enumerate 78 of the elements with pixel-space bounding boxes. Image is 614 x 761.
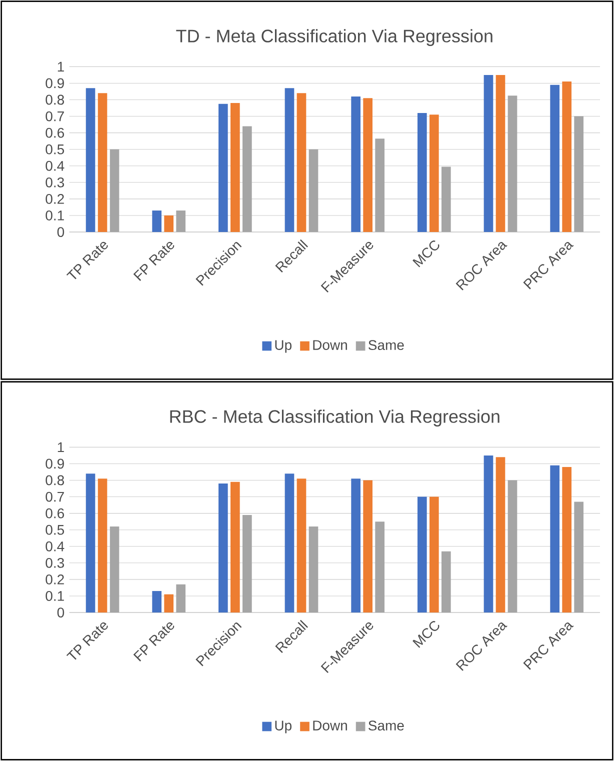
bar	[284, 474, 294, 613]
legend-label: Same	[368, 720, 404, 731]
chart-title: RBC - Meta Classification Via Regression	[170, 410, 500, 426]
bar	[242, 514, 252, 613]
bar	[98, 93, 108, 232]
y-tick-label: 0.5	[46, 144, 64, 154]
y-tick-label: 0.9	[46, 458, 64, 469]
y-tick-label: 0.6	[46, 508, 64, 518]
bar	[417, 496, 427, 613]
bar	[176, 584, 186, 613]
bar	[363, 98, 372, 232]
y-tick-label: 0.5	[46, 524, 64, 535]
y-tick-label: 0.4	[46, 541, 64, 552]
y-tick-label: 0.7	[46, 111, 64, 122]
bar	[363, 480, 372, 613]
bar	[417, 112, 427, 232]
y-tick-label: 1	[58, 62, 64, 72]
y-tick-label: 0.8	[46, 94, 64, 105]
bar	[375, 522, 384, 613]
bar	[164, 594, 174, 613]
bar	[152, 210, 162, 232]
y-tick-label: 0.3	[46, 177, 64, 188]
bar	[242, 126, 252, 232]
bar	[484, 74, 494, 232]
bar	[110, 526, 120, 613]
legend-label: Down	[313, 340, 347, 350]
y-tick-label: 0.1	[46, 591, 64, 601]
bar	[230, 482, 240, 613]
bar	[308, 149, 318, 232]
bar	[308, 526, 318, 613]
legend-label: Same	[368, 340, 404, 350]
bar	[562, 82, 572, 232]
bar	[284, 88, 294, 232]
bar	[550, 465, 560, 613]
chart-title: TD - Meta Classification Via Regression	[176, 29, 492, 46]
bar	[296, 93, 306, 232]
bar	[562, 467, 572, 613]
y-tick-label: 0.9	[46, 78, 64, 88]
legend-label: Up	[275, 720, 292, 734]
y-tick-label: 0.8	[46, 475, 64, 486]
y-tick-label: 0.1	[46, 210, 64, 220]
bar	[441, 166, 451, 232]
bar	[375, 138, 384, 232]
bar	[574, 502, 584, 613]
bar	[86, 88, 96, 232]
legend-label: Down	[313, 720, 347, 730]
y-tick-label: 0	[57, 227, 64, 237]
bar	[296, 478, 306, 613]
y-tick-label: 1	[58, 442, 64, 452]
bar	[98, 478, 108, 613]
legend-label: Up	[275, 340, 292, 353]
bar	[429, 496, 439, 613]
bar	[484, 455, 494, 613]
bar	[351, 478, 360, 613]
y-tick-label: 0.4	[46, 160, 64, 171]
bar	[86, 474, 96, 613]
bar	[496, 74, 506, 232]
bar	[429, 114, 439, 232]
bar	[351, 96, 360, 232]
bar	[550, 84, 560, 232]
bar	[110, 149, 120, 232]
bar	[152, 591, 162, 613]
bar	[508, 96, 518, 232]
y-tick-label: 0.6	[46, 128, 64, 138]
bar	[218, 104, 228, 232]
y-tick-label: 0	[57, 608, 64, 618]
bar	[218, 484, 228, 613]
bar	[441, 551, 451, 613]
bar	[176, 210, 186, 232]
bar	[508, 480, 518, 613]
y-tick-label: 0.3	[46, 558, 64, 568]
y-tick-label: 0.7	[46, 492, 64, 502]
y-tick-label: 0.2	[46, 574, 64, 584]
bar	[164, 215, 174, 232]
bar	[496, 457, 506, 613]
bar	[230, 103, 240, 232]
y-tick-label: 0.2	[46, 194, 64, 204]
bar	[574, 116, 584, 232]
